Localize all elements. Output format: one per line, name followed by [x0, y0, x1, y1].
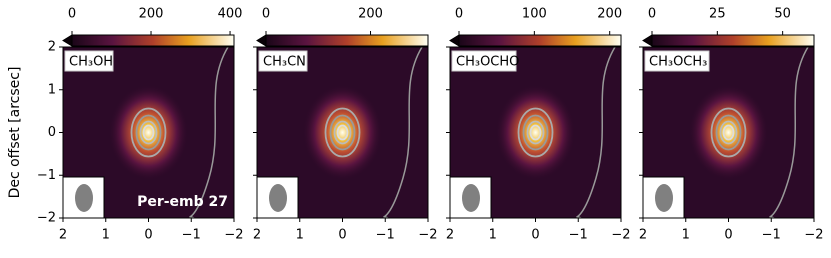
- x-tick-label: 1: [489, 228, 497, 243]
- colorbar: [265, 34, 429, 47]
- x-tick-label: −1: [569, 228, 588, 243]
- x-tick-label: −2: [611, 228, 630, 243]
- contour: [517, 107, 554, 158]
- y-tick-label: 0: [48, 125, 56, 140]
- molecule-label: CH₃OCH₃: [649, 55, 707, 70]
- outer-contour: [769, 46, 809, 219]
- colorbar-extend: [62, 34, 73, 47]
- colorbar-tick-label: 0: [262, 7, 270, 22]
- label-box: [644, 50, 710, 72]
- contour: [715, 114, 742, 151]
- contour: [329, 114, 356, 151]
- x-tick-label: −2: [418, 228, 437, 243]
- x-tick-label: 0: [724, 228, 732, 243]
- x-tick-label: 1: [102, 228, 110, 243]
- label-box: [451, 50, 517, 72]
- molecule-label: CH₃OCHO: [456, 55, 519, 70]
- contour: [529, 124, 542, 141]
- y-tick-label: −2: [37, 211, 56, 226]
- contour: [710, 107, 747, 158]
- outer-contour: [576, 46, 616, 219]
- contour: [719, 120, 738, 145]
- y-tick-label: 2: [48, 40, 56, 55]
- contour: [333, 120, 352, 145]
- colorbar-extend: [642, 34, 653, 47]
- colorbar: [651, 34, 815, 47]
- molecule-label: CH₃OH: [69, 55, 113, 70]
- label-box: [258, 50, 308, 72]
- colorbar-tick-label: 200: [358, 7, 383, 22]
- contour: [324, 107, 361, 158]
- colorbar-tick-label: 200: [597, 7, 622, 22]
- contour: [142, 124, 155, 141]
- emission-halo: [108, 84, 189, 181]
- x-tick-label: 0: [531, 228, 539, 243]
- x-tick-label: −1: [182, 228, 201, 243]
- x-tick-label: 1: [296, 228, 304, 243]
- x-tick-label: −2: [804, 228, 823, 243]
- colorbar-tick-label: 100: [522, 7, 547, 22]
- contour: [130, 107, 167, 158]
- beam: [655, 184, 673, 212]
- beam: [462, 184, 480, 212]
- x-tick-label: −1: [762, 228, 781, 243]
- emission-halo: [688, 84, 769, 181]
- label-box: [64, 50, 114, 72]
- contour: [522, 114, 549, 151]
- colorbar-tick-label: 200: [139, 7, 164, 22]
- x-tick-label: 0: [144, 228, 152, 243]
- colorbar-tick-label: 0: [648, 7, 656, 22]
- molecule-label: CH₃CN: [263, 55, 306, 70]
- x-tick-label: 2: [446, 228, 454, 243]
- colorbar-tick-label: 0: [455, 7, 463, 22]
- colorbar-tick-label: 400: [218, 7, 243, 22]
- x-tick-label: 2: [59, 228, 67, 243]
- y-tick-label: −1: [37, 168, 56, 183]
- x-tick-label: −2: [224, 228, 243, 243]
- x-tick-label: 2: [253, 228, 261, 243]
- colorbar: [71, 34, 235, 47]
- contour: [135, 114, 162, 151]
- beam: [75, 184, 93, 212]
- emission-halo: [302, 84, 383, 181]
- x-tick-label: 0: [338, 228, 346, 243]
- colorbar-extend: [256, 34, 267, 47]
- x-tick-label: −1: [376, 228, 395, 243]
- contour: [139, 120, 158, 145]
- x-tick-label: 2: [639, 228, 647, 243]
- source-label: Per-emb 27: [137, 194, 228, 210]
- y-axis-label: Dec offset [arcsec]: [7, 67, 23, 199]
- y-tick-label: 1: [48, 82, 56, 97]
- contour: [722, 124, 735, 141]
- colorbar-tick-label: 25: [709, 7, 726, 22]
- colorbar-tick-label: 50: [774, 7, 791, 22]
- colorbar: [458, 34, 622, 47]
- contour: [526, 120, 545, 145]
- beam: [269, 184, 287, 212]
- x-tick-label: 1: [682, 228, 690, 243]
- outer-contour: [383, 46, 423, 219]
- contour: [336, 124, 349, 141]
- colorbar-extend: [449, 34, 460, 47]
- emission-halo: [495, 84, 576, 181]
- colorbar-tick-label: 0: [68, 7, 76, 22]
- outer-contour: [189, 46, 229, 219]
